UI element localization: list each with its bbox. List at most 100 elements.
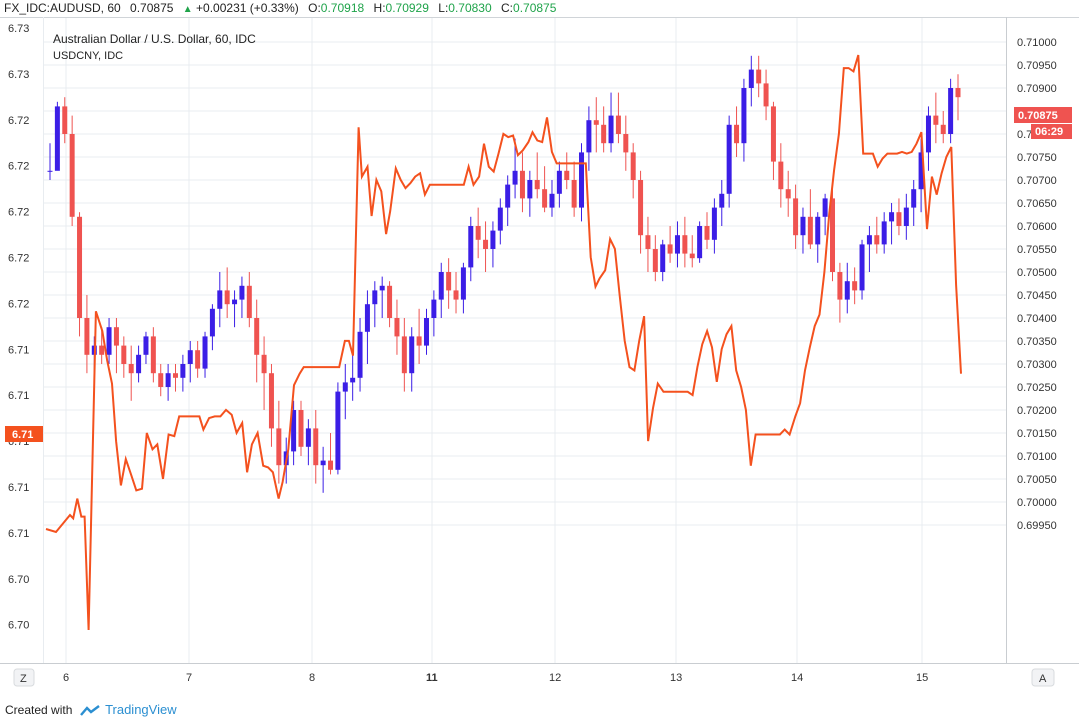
time-tick-label: 11 — [426, 672, 438, 684]
candle-body — [113, 327, 119, 346]
candle-body — [741, 88, 747, 144]
left-tag-bg — [5, 426, 43, 442]
candle-body — [497, 207, 503, 231]
candle-body — [674, 235, 680, 254]
candle-body — [763, 83, 769, 107]
candle-body — [586, 120, 592, 153]
candle-body — [549, 193, 555, 208]
candle-body — [468, 226, 474, 268]
time-tick-label: 15 — [916, 672, 928, 684]
candle-body — [660, 244, 666, 272]
right-tick-label: 0.70050 — [1017, 474, 1057, 486]
candle-body — [298, 410, 304, 447]
candle-body — [209, 308, 215, 337]
candle-body — [180, 364, 186, 378]
candle-body — [667, 244, 673, 254]
z-label: Z — [20, 673, 27, 685]
candle-body — [689, 253, 695, 259]
price-chart[interactable]: 6.73 6.73 6.72 6.72 6.72 6.72 6.72 6.71 6.71 6.71… — [0, 0, 1079, 700]
up-triangle-icon: ▲ — [182, 4, 193, 15]
price-change: +0.00231 (+0.33%) — [196, 1, 299, 15]
created-with-text: Created with — [5, 703, 73, 717]
left-tick-label: 6.72 — [8, 115, 29, 127]
time-tick-label: 8 — [309, 672, 315, 684]
candle-body — [933, 115, 939, 125]
candle-body — [187, 350, 193, 364]
candle-body — [638, 180, 644, 236]
candle-body — [852, 281, 858, 291]
candle-body — [195, 350, 201, 369]
right-tick-label: 0.70400 — [1017, 313, 1057, 325]
right-tick-label: 0.70000 — [1017, 497, 1057, 509]
right-tick-label: 0.69950 — [1017, 520, 1057, 532]
candle-body — [350, 377, 356, 383]
left-tick-label: 6.71 — [8, 390, 29, 402]
right-tick-label: 0.70150 — [1017, 428, 1057, 440]
candle-body — [571, 180, 577, 208]
low-value: 0.70830 — [448, 1, 492, 15]
candle-body — [128, 364, 134, 374]
right-tick-label: 0.70550 — [1017, 244, 1057, 256]
candle-body — [483, 239, 489, 249]
tradingview-brand[interactable]: TradingView — [105, 702, 177, 717]
candle-body — [830, 198, 836, 272]
legend-overlay[interactable]: USDCNY, IDC — [53, 50, 123, 62]
candle-body — [150, 336, 156, 374]
candle-body — [697, 226, 703, 259]
candle-body — [844, 281, 850, 300]
auto-scale-corner[interactable]: A — [1031, 668, 1055, 687]
left-tick-label: 6.71 — [8, 528, 29, 540]
legend-main[interactable]: Australian Dollar / U.S. Dollar, 60, IDC — [53, 32, 256, 46]
candle-body — [682, 235, 688, 254]
candle-body — [630, 152, 636, 180]
left-tick-label: 6.71 — [8, 344, 29, 356]
candle-body — [77, 216, 83, 318]
zoom-corner[interactable]: Z — [13, 668, 35, 687]
candle-body — [874, 235, 880, 245]
candle-body — [431, 299, 437, 318]
candle-body — [822, 198, 828, 217]
candle-body — [719, 193, 725, 208]
candle-body — [955, 88, 961, 98]
candle-body — [438, 272, 444, 300]
right-tick-label: 0.70100 — [1017, 451, 1057, 463]
candle-body — [394, 318, 400, 337]
time-tick-label: 7 — [186, 672, 192, 684]
candle-body — [807, 216, 813, 245]
countdown-text: 06:29 — [1035, 126, 1063, 138]
candle-body — [579, 152, 585, 208]
candle-body — [911, 189, 917, 208]
symbol-label[interactable]: FX_IDC:AUDUSD, 60 — [4, 1, 121, 15]
right-tick-label: 0.70300 — [1017, 359, 1057, 371]
candle-body — [903, 207, 909, 226]
candle-body — [291, 410, 297, 452]
candle-body — [416, 336, 422, 346]
candle-body — [940, 124, 946, 134]
candle-body — [785, 189, 791, 199]
candle-body — [859, 244, 865, 291]
candle-body — [734, 124, 740, 144]
right-tag-bg — [1014, 107, 1072, 123]
left-tick-label: 6.70 — [8, 620, 29, 632]
candle-body — [172, 373, 178, 378]
time-tick-label: 6 — [63, 672, 69, 684]
candle-body — [460, 267, 466, 300]
right-tick-label: 0.70950 — [1017, 60, 1057, 72]
candle-body — [866, 235, 872, 245]
right-tick-label: 0.70600 — [1017, 221, 1057, 233]
candle-body — [254, 318, 260, 355]
high-value: 0.70929 — [385, 1, 429, 15]
candle-body — [158, 373, 164, 387]
candle-body — [446, 272, 452, 291]
candle-body — [608, 115, 614, 144]
open-value: 0.70918 — [320, 1, 365, 15]
open-label: O: — [308, 1, 321, 15]
candle-body — [793, 198, 799, 236]
candle-body — [320, 460, 326, 466]
candle-body — [357, 331, 363, 378]
right-tick-label: 0.70200 — [1017, 405, 1057, 417]
candle-body — [54, 106, 60, 171]
candle-body — [652, 249, 658, 272]
candle-body — [770, 106, 776, 162]
audusd-candles — [47, 55, 961, 493]
